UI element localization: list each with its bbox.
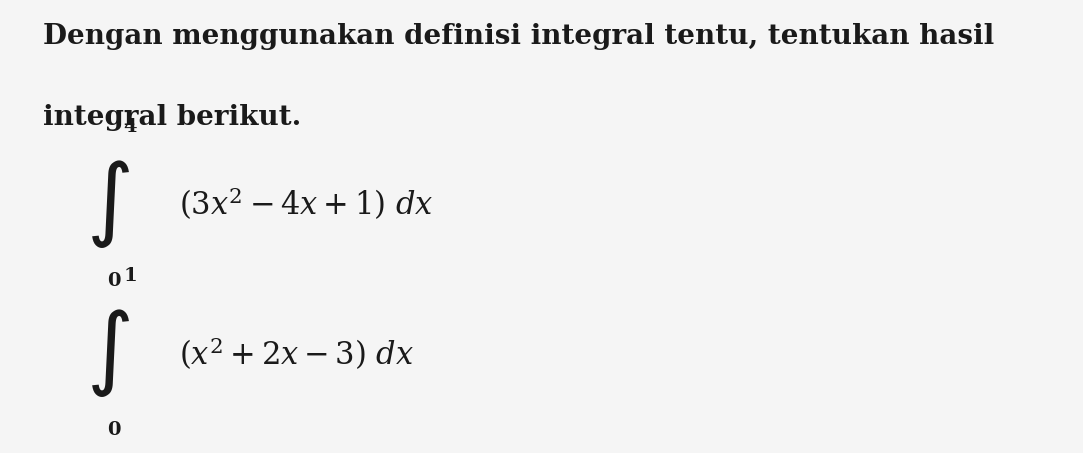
Text: $(3x^2 - 4x + 1)\ dx$: $(3x^2 - 4x + 1)\ dx$ [179,185,433,222]
Text: 1: 1 [123,267,136,285]
Text: $\int$: $\int$ [87,158,130,250]
Text: 4: 4 [123,118,136,136]
Text: 0: 0 [107,421,120,439]
Text: integral berikut.: integral berikut. [43,104,301,131]
Text: $\int$: $\int$ [87,307,130,400]
Text: 0: 0 [107,272,120,290]
Text: Dengan menggunakan definisi integral tentu, tentukan hasil: Dengan menggunakan definisi integral ten… [43,23,994,50]
Text: $(x^2 + 2x - 3)\ dx$: $(x^2 + 2x - 3)\ dx$ [179,335,414,372]
